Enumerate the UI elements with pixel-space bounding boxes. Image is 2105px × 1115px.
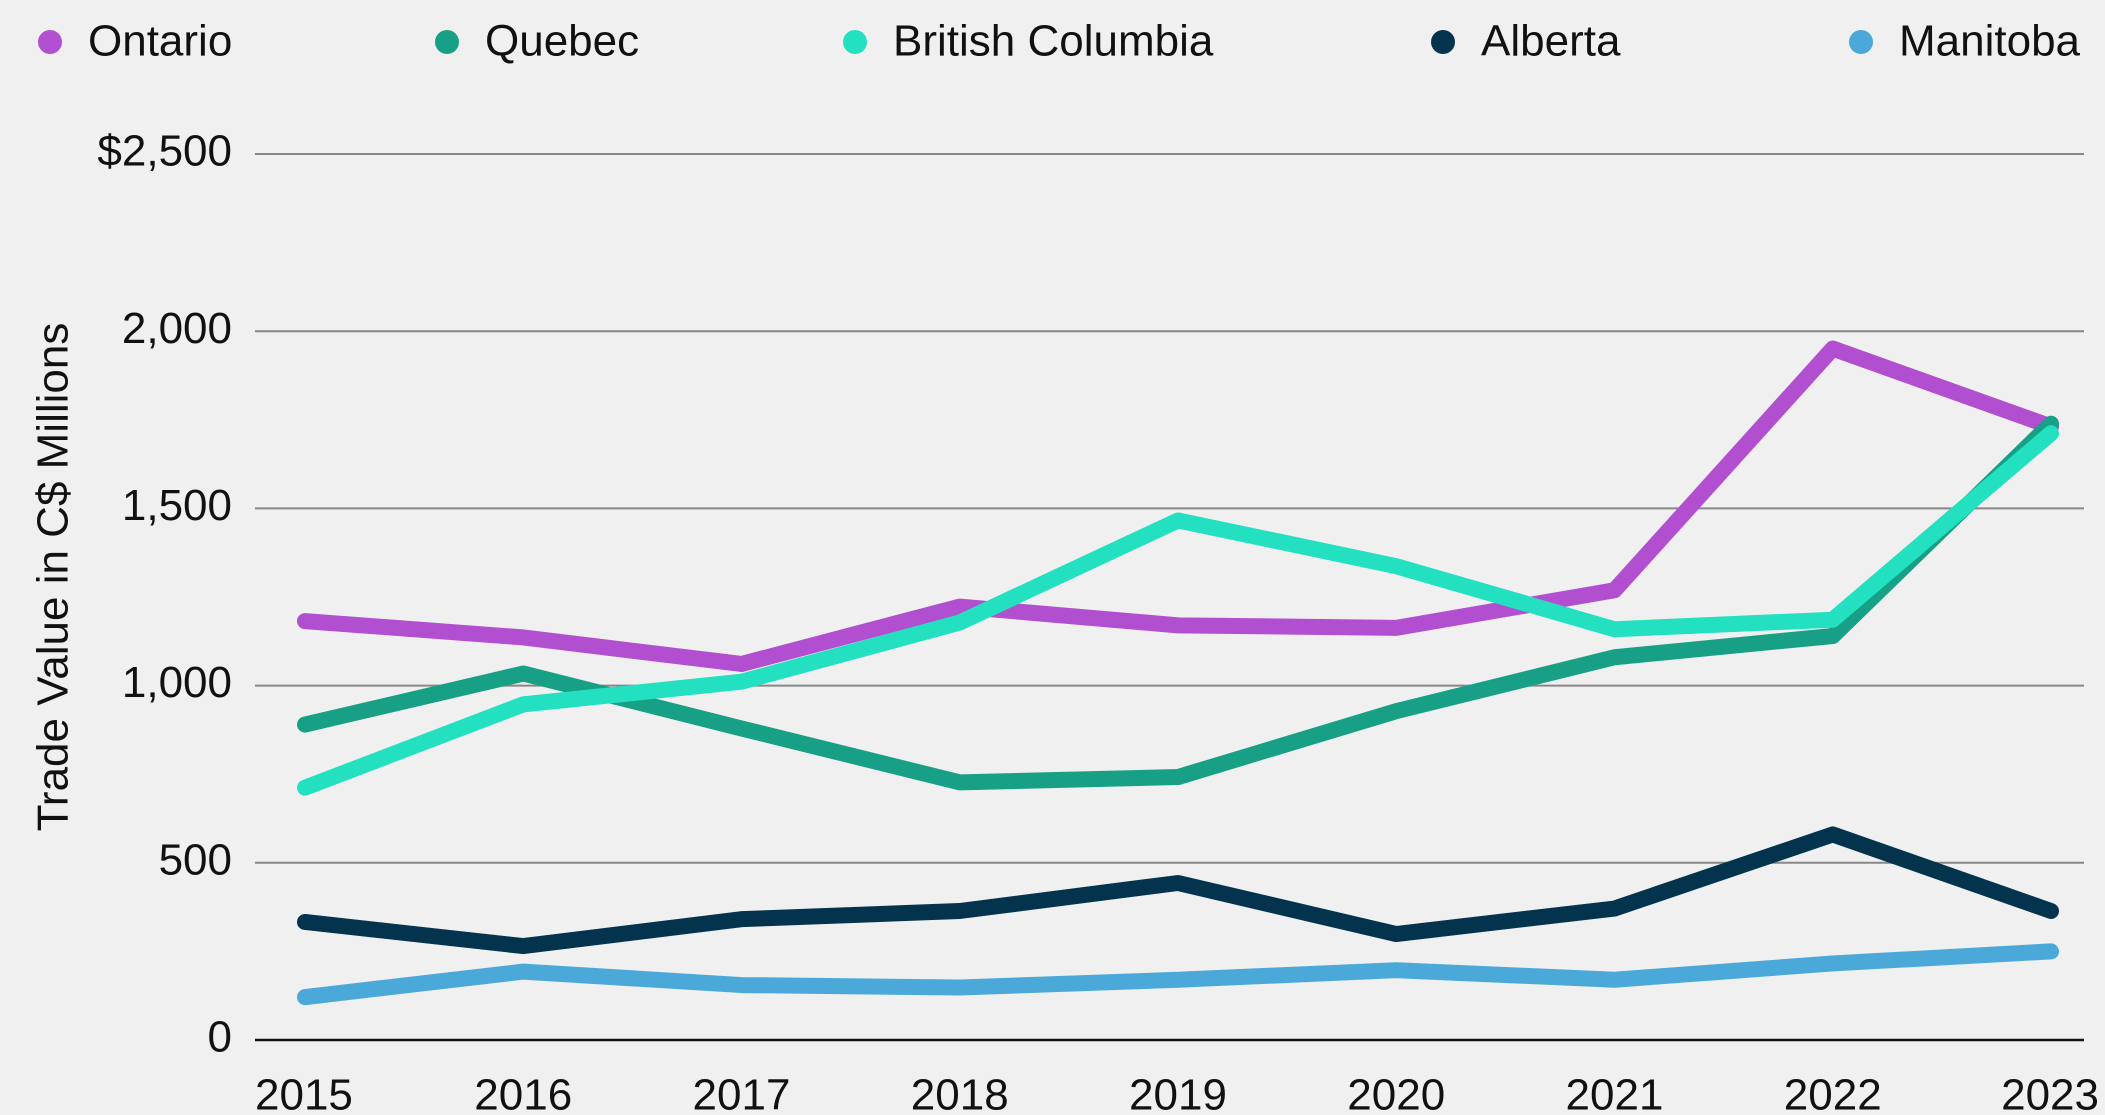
y-tick-label: $2,500 <box>97 127 232 176</box>
series-line <box>297 425 2059 796</box>
legend-marker <box>1849 30 1873 54</box>
legend-marker <box>435 30 459 54</box>
series-line <box>297 340 2059 672</box>
x-tick-label: 2018 <box>911 1071 1009 1115</box>
legend-label: Ontario <box>88 17 232 66</box>
series-line <box>297 943 2059 1006</box>
x-tick-label: 2021 <box>1566 1071 1664 1115</box>
legend-label: Alberta <box>1481 17 1621 66</box>
y-axis-label: Trade Value in C$ Millions <box>29 323 78 832</box>
x-tick-label: 2017 <box>693 1071 791 1115</box>
x-tick-label: 2016 <box>474 1071 572 1115</box>
series-line <box>297 826 2059 955</box>
legend-label: Manitoba <box>1899 17 2081 66</box>
series-line <box>297 415 2059 791</box>
x-tick-label: 2020 <box>1347 1071 1445 1115</box>
x-tick-label: 2019 <box>1129 1071 1227 1115</box>
legend-marker <box>843 30 867 54</box>
legend-marker <box>38 30 62 54</box>
y-tick-label: 1,500 <box>122 481 232 530</box>
legend-marker <box>1431 30 1455 54</box>
x-tick-label: 2022 <box>1784 1071 1882 1115</box>
x-tick-label: 2015 <box>255 1071 353 1115</box>
y-tick-label: 500 <box>159 835 232 884</box>
x-tick-label: 2023 <box>2001 1071 2099 1115</box>
legend-label: Quebec <box>485 17 639 66</box>
y-tick-label: 1,000 <box>122 658 232 707</box>
y-tick-label: 0 <box>208 1013 232 1062</box>
legend-label: British Columbia <box>893 17 1214 66</box>
y-tick-label: 2,000 <box>122 304 232 353</box>
